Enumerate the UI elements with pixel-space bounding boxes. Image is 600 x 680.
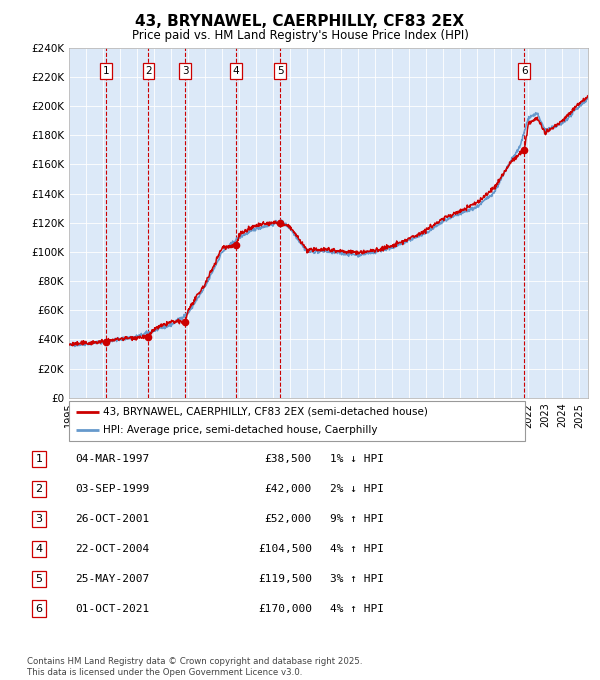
Text: 04-MAR-1997: 04-MAR-1997 [75, 454, 149, 464]
Text: 1: 1 [35, 454, 43, 464]
Text: £104,500: £104,500 [258, 544, 312, 554]
Text: 22-OCT-2004: 22-OCT-2004 [75, 544, 149, 554]
Text: 3% ↑ HPI: 3% ↑ HPI [330, 574, 384, 583]
Text: £119,500: £119,500 [258, 574, 312, 583]
Text: 9% ↑ HPI: 9% ↑ HPI [330, 514, 384, 524]
Text: 25-MAY-2007: 25-MAY-2007 [75, 574, 149, 583]
Text: £38,500: £38,500 [265, 454, 312, 464]
Text: 2: 2 [145, 66, 152, 76]
FancyBboxPatch shape [69, 401, 525, 441]
Text: 43, BRYNAWEL, CAERPHILLY, CF83 2EX (semi-detached house): 43, BRYNAWEL, CAERPHILLY, CF83 2EX (semi… [103, 407, 428, 417]
Text: £42,000: £42,000 [265, 484, 312, 494]
Text: 1: 1 [103, 66, 109, 76]
Text: 2: 2 [35, 484, 43, 494]
Text: Contains HM Land Registry data © Crown copyright and database right 2025.
This d: Contains HM Land Registry data © Crown c… [27, 657, 362, 677]
Text: HPI: Average price, semi-detached house, Caerphilly: HPI: Average price, semi-detached house,… [103, 425, 378, 435]
Text: 5: 5 [35, 574, 43, 583]
Text: 43, BRYNAWEL, CAERPHILLY, CF83 2EX: 43, BRYNAWEL, CAERPHILLY, CF83 2EX [136, 14, 464, 29]
Text: £170,000: £170,000 [258, 604, 312, 613]
Text: £52,000: £52,000 [265, 514, 312, 524]
Text: 4% ↑ HPI: 4% ↑ HPI [330, 604, 384, 613]
Text: 3: 3 [35, 514, 43, 524]
Text: 6: 6 [521, 66, 527, 76]
Text: 6: 6 [35, 604, 43, 613]
Text: 01-OCT-2021: 01-OCT-2021 [75, 604, 149, 613]
Text: 3: 3 [182, 66, 188, 76]
Text: Price paid vs. HM Land Registry's House Price Index (HPI): Price paid vs. HM Land Registry's House … [131, 29, 469, 42]
Text: 1% ↓ HPI: 1% ↓ HPI [330, 454, 384, 464]
Text: 5: 5 [277, 66, 283, 76]
Text: 4: 4 [233, 66, 239, 76]
Text: 4% ↑ HPI: 4% ↑ HPI [330, 544, 384, 554]
Text: 26-OCT-2001: 26-OCT-2001 [75, 514, 149, 524]
Text: 4: 4 [35, 544, 43, 554]
Text: 03-SEP-1999: 03-SEP-1999 [75, 484, 149, 494]
Text: 2% ↓ HPI: 2% ↓ HPI [330, 484, 384, 494]
